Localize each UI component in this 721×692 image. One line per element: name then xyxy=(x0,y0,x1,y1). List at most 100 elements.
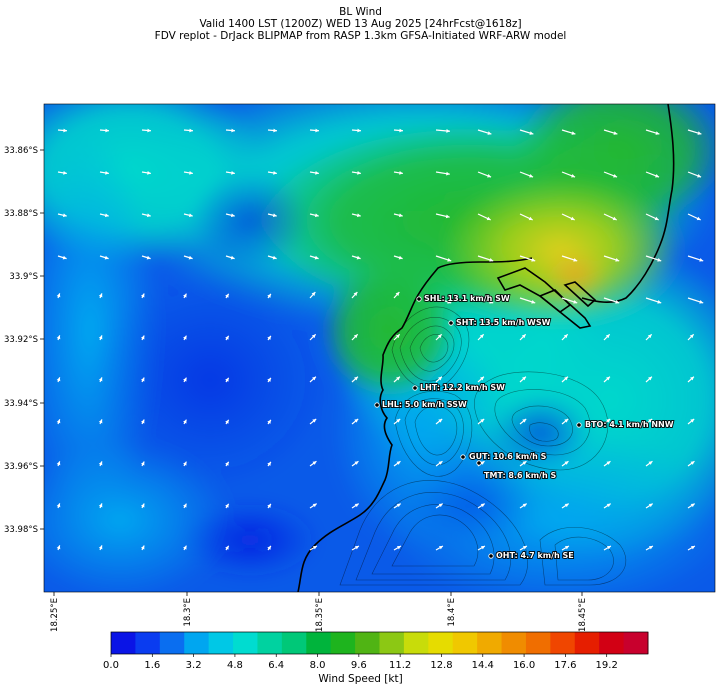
station-label: TMT: 8.6 km/h S xyxy=(484,471,556,480)
wind-arrow xyxy=(56,377,61,383)
wind-arrow xyxy=(351,418,359,425)
colorbar-segment xyxy=(574,632,600,654)
colorbar-frame xyxy=(110,631,649,655)
station-label: GUT: 10.6 km/h S xyxy=(469,452,547,461)
wind-arrow xyxy=(561,171,576,178)
station-marker: SHL: 13.1 km/h SW xyxy=(416,293,511,304)
wind-arrow xyxy=(267,461,272,467)
colorbar-tick-label: 17.6 xyxy=(554,660,576,671)
colorbar-segment xyxy=(550,632,576,654)
wind-arrow xyxy=(99,213,109,218)
wind-arrow xyxy=(519,460,527,467)
colorbar-segment xyxy=(257,632,283,654)
wind-arrow xyxy=(477,297,494,304)
wind-arrow xyxy=(687,255,704,262)
wind-arrow xyxy=(183,255,193,260)
wind-arrow xyxy=(393,291,400,299)
wind-arrow xyxy=(603,255,620,262)
wind-arrow xyxy=(141,213,151,218)
wind-arrow xyxy=(140,419,145,425)
terrain-contours xyxy=(339,306,627,586)
wind-arrow xyxy=(267,293,272,299)
wind-speed-field xyxy=(44,104,715,592)
wind-arrow xyxy=(98,293,103,299)
wind-arrow xyxy=(309,460,317,467)
wind-arrow xyxy=(561,376,569,383)
wind-arrow xyxy=(645,129,660,135)
longitude-axis: 18.25°E 18.3°E 18.35°E 18.4°E 18.45°E xyxy=(50,592,588,632)
wind-arrow xyxy=(141,128,152,133)
plot-frame xyxy=(43,103,716,593)
colorbar-segment xyxy=(623,632,649,654)
wind-arrow xyxy=(603,333,611,341)
wind-arrow xyxy=(56,503,61,509)
wind-arrow xyxy=(351,170,361,175)
wind-arrow xyxy=(645,213,659,221)
wind-arrow xyxy=(435,255,452,262)
wind-arrow xyxy=(183,335,187,341)
wind-arrow xyxy=(687,418,695,425)
wind-arrow xyxy=(687,213,701,221)
wind-arrow xyxy=(435,503,444,509)
wind-arrow xyxy=(645,297,662,304)
colorbar-segment xyxy=(159,632,185,654)
wind-arrow xyxy=(57,170,67,175)
station-label: SHL: 13.1 km/h SW xyxy=(424,294,510,303)
wind-arrow xyxy=(351,545,360,551)
lon-tick-label: 18.45°E xyxy=(578,598,588,632)
lon-tick-label: 18.25°E xyxy=(50,598,60,632)
colorbar-segment xyxy=(379,632,405,654)
wind-arrow xyxy=(645,255,662,262)
wind-arrow xyxy=(561,460,569,467)
wind-arrow xyxy=(687,129,702,135)
station-marker: BTO: 4.1 km/h NNW xyxy=(576,419,675,430)
colorbar-segment xyxy=(403,632,429,654)
colorbar-segment xyxy=(306,632,332,654)
wind-arrow xyxy=(393,460,401,467)
wind-arrow xyxy=(225,545,230,551)
wind-arrow xyxy=(267,170,277,175)
wind-arrow xyxy=(687,333,695,341)
colorbar-tick-label: 14.4 xyxy=(472,660,494,671)
wind-arrow xyxy=(687,545,696,551)
station-markers: SHL: 13.1 km/h SW SHT: 13.5 km/h WSW LHT: … xyxy=(374,293,675,561)
wind-arrow xyxy=(477,213,491,221)
wind-arrow xyxy=(645,545,654,551)
wind-arrow xyxy=(393,418,401,425)
wind-arrow xyxy=(183,293,187,299)
wind-arrow xyxy=(351,213,361,218)
wind-arrow xyxy=(267,128,278,133)
colorbar-tick-label: 9.6 xyxy=(351,660,367,671)
wind-arrow xyxy=(477,255,494,262)
wind-arrow xyxy=(309,170,319,175)
wind-arrow xyxy=(519,129,534,135)
wind-arrow xyxy=(225,461,230,467)
wind-arrow xyxy=(57,128,68,133)
wind-arrow xyxy=(351,255,361,260)
wind-arrow xyxy=(225,255,235,260)
wind-arrow xyxy=(477,503,486,509)
wind-arrow xyxy=(477,171,492,178)
wind-vectors xyxy=(56,128,704,551)
wind-arrow xyxy=(183,419,187,425)
wind-arrow xyxy=(351,503,360,509)
wind-arrow xyxy=(183,128,194,133)
wind-arrow xyxy=(309,376,317,383)
wind-arrow xyxy=(519,376,527,383)
lon-tick-label: 18.35°E xyxy=(315,598,325,632)
wind-arrow xyxy=(309,291,316,299)
colorbar-tick-label: 1.6 xyxy=(144,660,160,671)
colorbar-segment xyxy=(233,632,258,654)
wind-arrow xyxy=(519,545,528,551)
wind-arrow xyxy=(393,170,403,175)
colorbar-tick-label: 8.0 xyxy=(310,660,326,671)
wind-arrow xyxy=(435,213,450,219)
wind-arrow xyxy=(435,460,443,467)
wind-arrow xyxy=(309,213,319,218)
colorbar-tick-label: 16.0 xyxy=(513,660,535,671)
wind-arrow xyxy=(267,335,272,341)
wind-arrow xyxy=(225,170,235,175)
wind-arrow xyxy=(603,213,617,221)
wind-arrow xyxy=(477,545,486,551)
